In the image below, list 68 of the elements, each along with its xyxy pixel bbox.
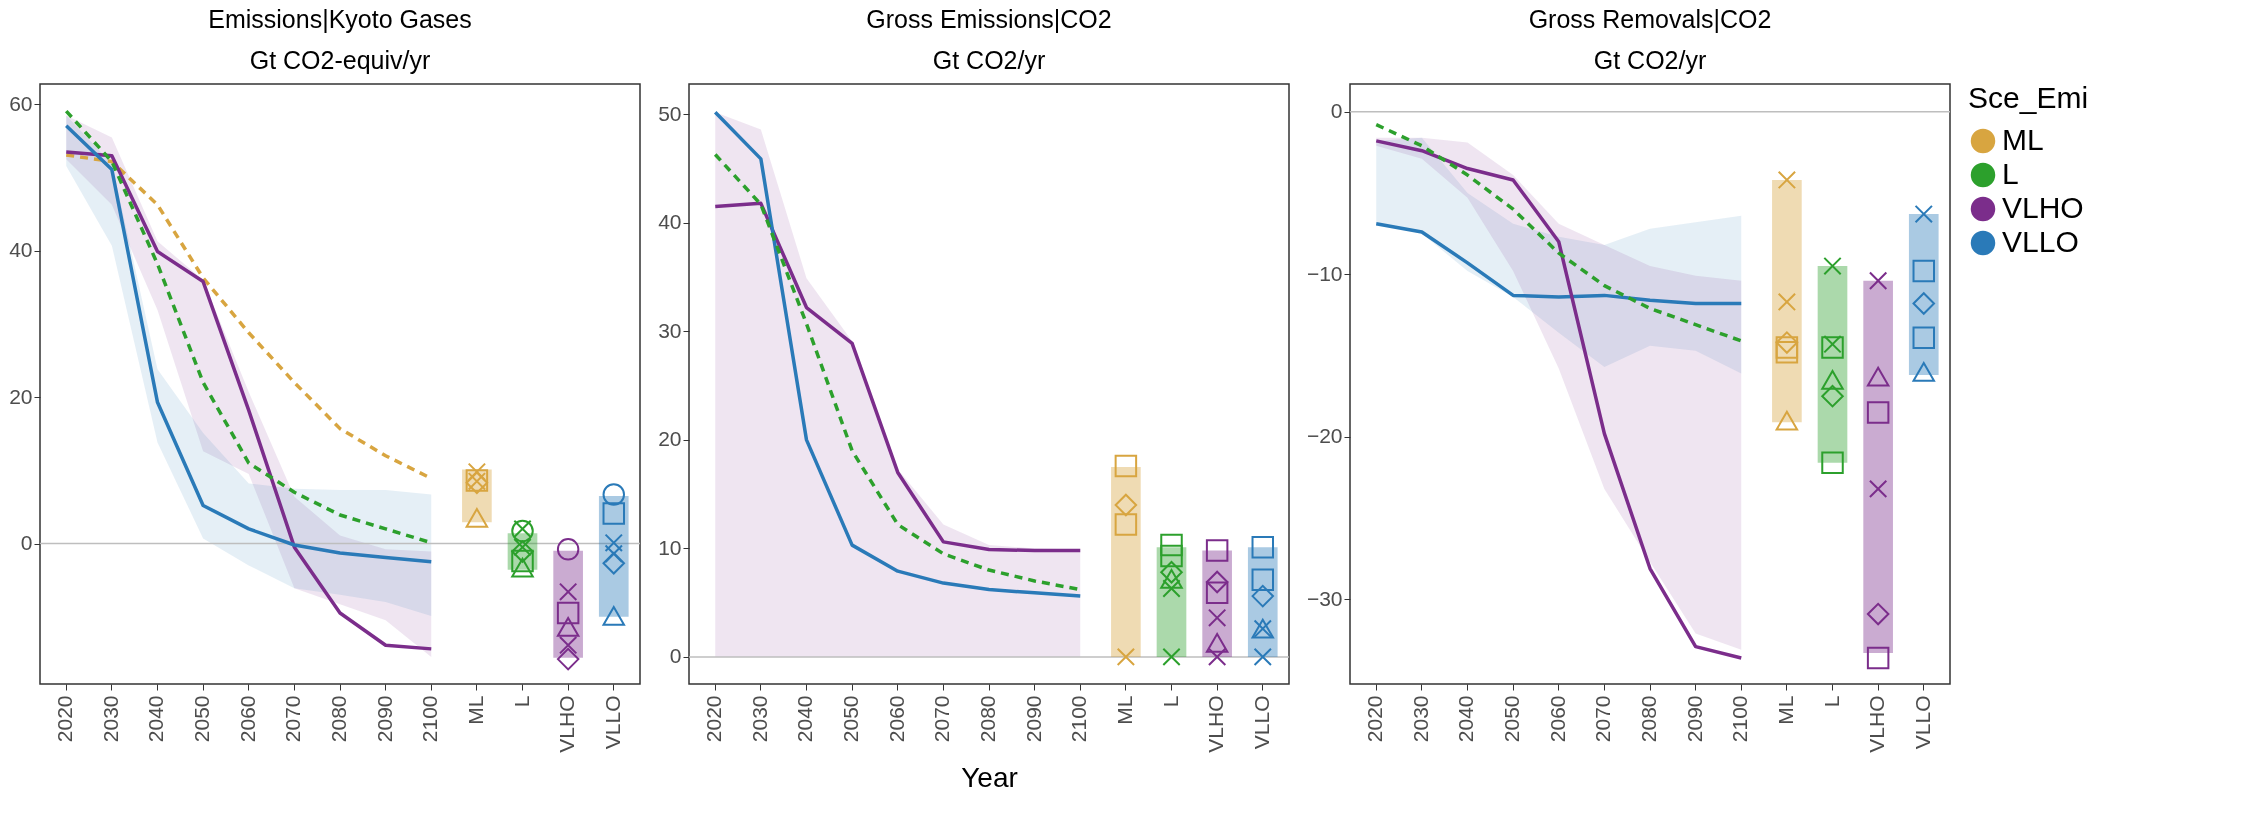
y-tick-label: 20 (9, 384, 33, 408)
legend-label: L (2002, 157, 2019, 190)
x-tick-label: ML (1773, 695, 1797, 725)
x-tick-label: VLLO (600, 695, 624, 750)
y-tick-label: 50 (658, 101, 682, 125)
line-series (1374, 222, 1744, 306)
legend-label: VLLO (2002, 225, 2079, 258)
x-tick-label: ML (463, 695, 487, 725)
x-tick-label: ML (1112, 695, 1136, 725)
x-tick-label: 2030 (98, 695, 122, 743)
chart-title: Gross Emissions|CO2 (866, 5, 1112, 33)
x-tick-label: L (509, 695, 533, 708)
x-tick-label: 2030 (1408, 695, 1432, 743)
legend-title: Sce_Emi (1968, 81, 2089, 114)
x-tick-label: 2080 (976, 695, 999, 743)
chart-subtitle: Gt CO2-equiv/yr (249, 46, 431, 74)
y-tick-label: 40 (9, 238, 33, 262)
chart-title: Gross Removals|CO2 (1528, 5, 1772, 33)
x-tick-label: 2070 (281, 695, 305, 743)
x-tick-label: 2070 (930, 695, 954, 743)
x-tick-label: 2080 (327, 695, 350, 743)
x-tick-label: 2050 (190, 695, 214, 743)
x-tick-label: 2060 (1545, 695, 1569, 743)
legend-label: ML (2002, 123, 2044, 156)
y-tick-label: −20 (1306, 424, 1343, 448)
x-axis-title: Year (961, 761, 1018, 793)
x-tick-label: 2040 (1454, 695, 1478, 743)
x-tick-label: 2060 (235, 695, 259, 743)
y-tick-label: −30 (1306, 586, 1343, 610)
x-tick-label: VLHO (1865, 695, 1889, 753)
x-tick-label: L (1158, 695, 1182, 708)
x-tick-label: 2040 (144, 695, 168, 743)
chart-title: Emissions|Kyoto Gases (208, 5, 472, 33)
y-tick-label: −10 (1306, 261, 1343, 285)
chart-subtitle: Gt CO2/yr (1593, 46, 1707, 74)
x-tick-label: 2080 (1637, 695, 1660, 743)
y-tick-label: 20 (658, 427, 682, 451)
x-tick-label: 2090 (372, 695, 396, 743)
x-tick-label: 2030 (747, 695, 771, 743)
x-tick-label: 2020 (702, 695, 726, 743)
x-tick-label: 2100 (1067, 695, 1091, 743)
y-tick-label: 0 (20, 531, 33, 555)
x-tick-label: VLLO (1249, 695, 1273, 750)
x-tick-label: 2100 (1728, 695, 1752, 743)
x-tick-label: 2090 (1682, 695, 1706, 743)
x-tick-label: L (1819, 695, 1843, 708)
y-tick-label: 30 (658, 318, 682, 342)
x-tick-label: VLHO (1204, 695, 1228, 753)
x-tick-label: 2090 (1021, 695, 1045, 743)
x-tick-label: VLHO (555, 695, 579, 753)
x-tick-label: 2040 (793, 695, 817, 743)
x-tick-label: 2070 (1591, 695, 1615, 743)
x-tick-label: VLLO (1910, 695, 1934, 750)
x-tick-label: 2020 (53, 695, 77, 743)
line-series (1374, 122, 1744, 343)
legend-label: VLHO (2002, 191, 2084, 224)
y-tick-label: 0 (669, 644, 682, 668)
y-tick-label: 40 (658, 210, 682, 234)
y-tick-label: 60 (9, 91, 33, 115)
x-tick-label: 2020 (1363, 695, 1387, 743)
x-tick-label: 2100 (418, 695, 442, 743)
y-tick-label: 10 (658, 535, 682, 559)
x-tick-label: 2050 (1500, 695, 1524, 743)
x-tick-label: 2060 (884, 695, 908, 743)
line-series (713, 201, 1083, 553)
chart-subtitle: Gt CO2/yr (932, 46, 1046, 74)
x-tick-label: 2050 (839, 695, 863, 743)
y-tick-label: 0 (1330, 99, 1343, 123)
